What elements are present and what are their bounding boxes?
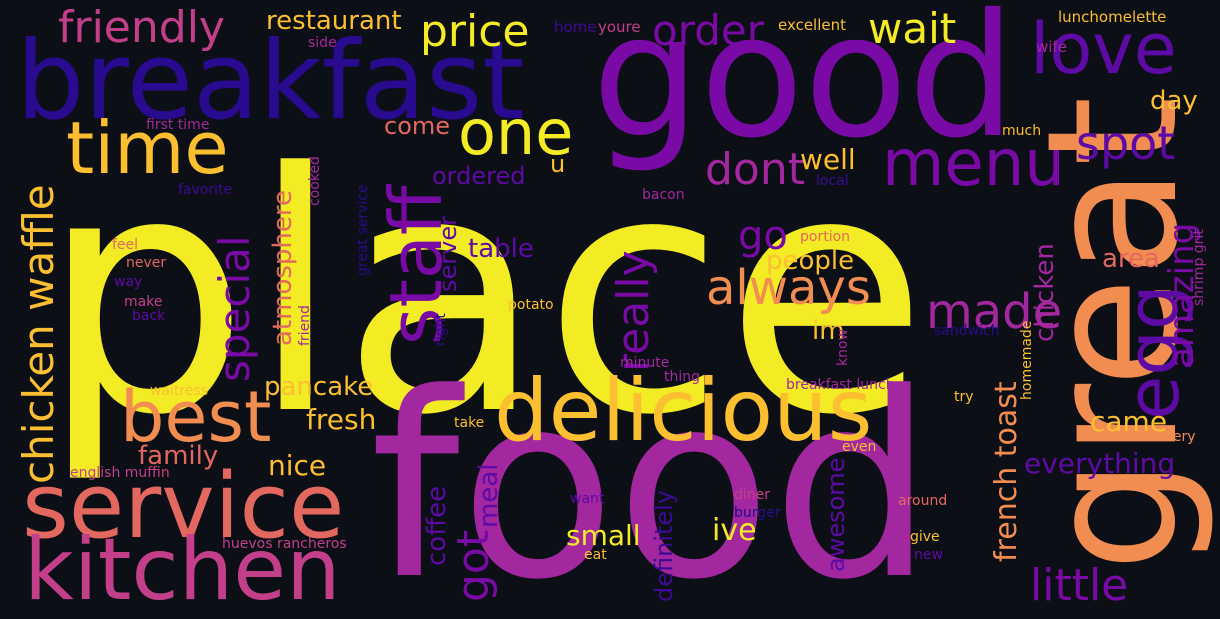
word-breakfast: breakfast: [16, 19, 525, 144]
word-awesome: awesome: [822, 457, 850, 572]
word-love: love: [1030, 8, 1177, 90]
word-best: best: [120, 376, 272, 458]
word-way: way: [114, 274, 143, 290]
word-area: area: [1102, 244, 1160, 274]
word-minute: minute: [620, 355, 670, 371]
word-family: family: [138, 441, 219, 471]
word-pancake: pancake: [264, 372, 374, 402]
word-well: well: [800, 143, 856, 176]
word-made: made: [926, 284, 1063, 340]
word-fresh: fresh: [306, 403, 377, 436]
word-huevos-rancheros: huevos rancheros: [222, 536, 347, 552]
word-make: make: [124, 294, 163, 310]
word-im: im: [812, 316, 845, 346]
word-home: home: [554, 18, 597, 36]
word-cooked: cooked: [307, 156, 323, 206]
word-ive: ive: [712, 513, 757, 548]
word-give: give: [910, 529, 940, 545]
word-right: right: [433, 313, 449, 346]
word-burger: burger: [734, 505, 781, 521]
word-small: small: [566, 519, 641, 552]
word-friend: friend: [297, 305, 313, 346]
word-thing: thing: [664, 369, 701, 385]
word-good: good: [592, 0, 1016, 176]
word-portion: portion: [800, 229, 851, 245]
word-got: got: [448, 529, 499, 602]
word-chicken-waffle: chicken waffle: [14, 184, 63, 484]
word-chicken: chicken: [1030, 243, 1060, 342]
word-side: side: [308, 35, 337, 51]
word-coffee: coffee: [422, 485, 452, 566]
word-local: local: [816, 173, 849, 189]
word-order: order: [652, 6, 764, 55]
word-delicious: delicious: [494, 361, 873, 461]
word-diner: diner: [734, 487, 771, 503]
word-potato: potato: [508, 297, 554, 313]
word-came: came: [1090, 405, 1168, 438]
word-table: table: [468, 234, 534, 264]
word-feel: feel: [112, 237, 139, 253]
word-eat: eat: [584, 547, 607, 563]
word-sandwich: sandwich: [934, 323, 1000, 339]
word-spot: spot: [1076, 116, 1176, 170]
word-youre: youre: [598, 18, 641, 36]
word-try: try: [954, 389, 974, 405]
word-always: always: [706, 260, 871, 316]
word-lunchomelette: lunchomelette: [1058, 8, 1167, 26]
word-homemade: homemade: [1019, 320, 1035, 400]
word-one: one: [458, 96, 574, 169]
word-friendly: friendly: [58, 2, 225, 53]
word-come: come: [384, 112, 451, 140]
word-wife: wife: [1036, 38, 1067, 56]
word-food: food: [370, 339, 934, 619]
word-breakfast-lunch: breakfast lunch: [786, 377, 895, 393]
word-definitely: definitely: [650, 489, 678, 602]
word-time: time: [66, 106, 229, 190]
word-place: place: [40, 103, 928, 487]
word-restaurant: restaurant: [266, 6, 402, 36]
word-much: much: [1002, 123, 1042, 139]
word-take: take: [454, 415, 485, 431]
word-little: little: [1030, 560, 1129, 611]
word-day: day: [1150, 86, 1198, 116]
word-atmosphere: atmosphere: [268, 190, 298, 346]
word-first-time: first time: [146, 117, 210, 133]
word-bacon: bacon: [642, 187, 685, 203]
word-dont: dont: [705, 144, 805, 195]
word-people: people: [766, 246, 855, 276]
word-everything: everything: [1024, 447, 1176, 480]
word-every: every: [1156, 429, 1196, 445]
word-waitress: waitress: [150, 383, 209, 399]
word-really: really: [608, 250, 659, 372]
word-ordered: ordered: [432, 162, 526, 190]
word-special: special: [210, 235, 259, 382]
word-server: server: [434, 216, 462, 292]
word-french-toast: french toast: [989, 381, 1024, 562]
word-excellent: excellent: [778, 16, 847, 34]
word-know: know: [835, 329, 851, 366]
word-even: even: [842, 439, 877, 455]
word-shrimp-grit: shrimp grit: [1191, 229, 1207, 306]
word-go: go: [738, 213, 788, 259]
word-english-muffin: english muffin: [70, 465, 170, 481]
word-menu: menu: [882, 127, 1065, 201]
word-great-service: great service: [355, 184, 371, 276]
word-nice: nice: [268, 449, 327, 482]
word-u: u: [550, 150, 566, 178]
word-new: new: [914, 547, 943, 563]
word-around: around: [898, 493, 948, 509]
word-favorite: favorite: [178, 182, 233, 198]
word-back: back: [132, 308, 166, 324]
word-wait: wait: [868, 4, 957, 53]
word-price: price: [420, 6, 530, 57]
word-never: never: [126, 255, 167, 271]
word-service: service: [22, 454, 345, 559]
word-kitchen: kitchen: [24, 520, 341, 619]
word-meal: meal: [474, 463, 504, 528]
word-want: want: [570, 491, 605, 507]
